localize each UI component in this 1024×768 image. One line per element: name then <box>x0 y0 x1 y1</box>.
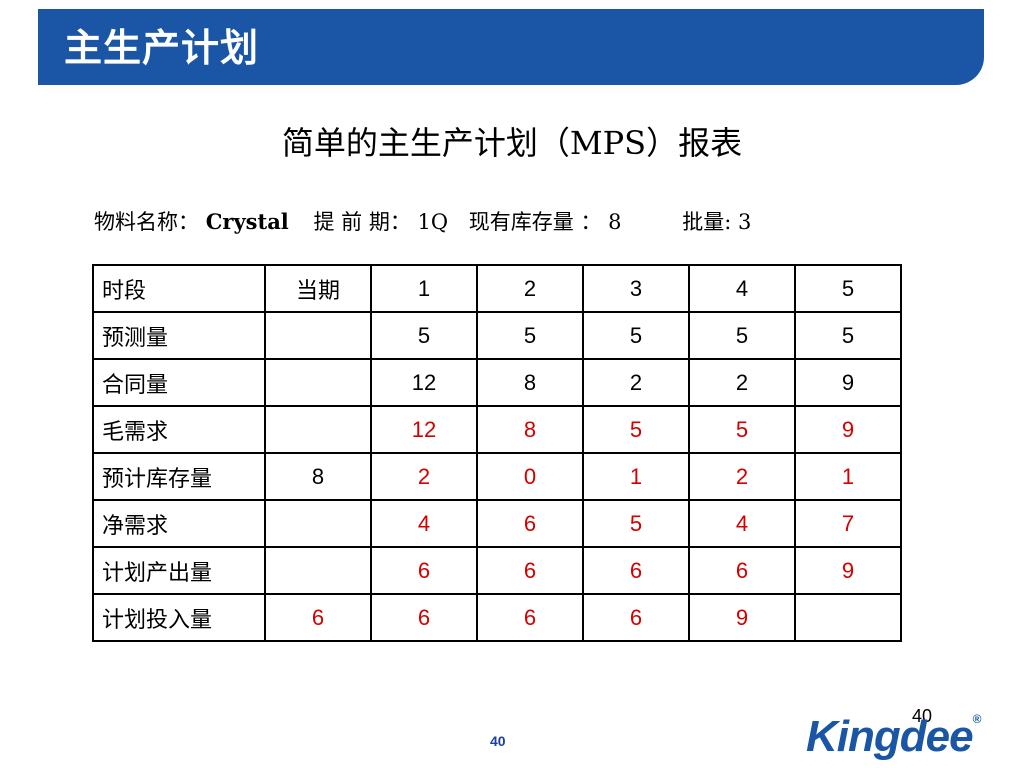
logo-text: Kingdee <box>806 712 974 761</box>
table-cell: 5 <box>582 499 690 548</box>
header-cell: 3 <box>582 264 690 313</box>
table-cell <box>264 499 372 548</box>
table-cell: 6 <box>476 593 584 642</box>
lot-size-value: 3 <box>737 210 752 234</box>
table-cell: 12 <box>370 405 478 454</box>
header-cell: 2 <box>476 264 584 313</box>
header-cell: 当期 <box>264 264 372 313</box>
table-cell: 9 <box>794 358 902 407</box>
table-cell: 9 <box>794 405 902 454</box>
table-cell: 2 <box>582 358 690 407</box>
material-label: 物料名称： <box>94 210 199 234</box>
lead-time-label: 提 前 期： <box>313 210 411 234</box>
table-cell: 8 <box>476 358 584 407</box>
table-cell: 1 <box>582 452 690 501</box>
title-banner: 主生产计划 <box>38 9 984 85</box>
table-cell: 5 <box>688 405 796 454</box>
page-number-bottom: 40 <box>490 733 506 749</box>
row-label: 净需求 <box>92 499 266 548</box>
table-cell: 6 <box>370 546 478 595</box>
material-value: Crystal <box>205 209 289 234</box>
slide-title: 主生产计划 <box>64 26 260 70</box>
table-cell: 6 <box>688 546 796 595</box>
row-label: 毛需求 <box>92 405 266 454</box>
table-cell: 8 <box>264 452 372 501</box>
on-hand-label: 现有库存量 ： <box>468 210 602 234</box>
row-label: 预测量 <box>92 311 266 360</box>
header-cell: 时段 <box>92 264 266 313</box>
table-cell <box>264 311 372 360</box>
table-cell: 8 <box>476 405 584 454</box>
report-heading: 简单的主生产计划（MPS）报表 <box>281 124 743 162</box>
table-row: 毛需求 12 8 5 5 9 <box>92 405 902 454</box>
lot-size-label: 批量: <box>682 210 732 234</box>
table-cell: 5 <box>688 311 796 360</box>
table-row: 净需求 4 6 5 4 7 <box>92 499 902 548</box>
table-cell <box>264 405 372 454</box>
table-cell: 12 <box>370 358 478 407</box>
table-cell: 6 <box>264 593 372 642</box>
kingdee-logo: Kingdee® <box>806 712 982 762</box>
table-cell: 4 <box>688 499 796 548</box>
table-header-row: 时段 当期 1 2 3 4 5 <box>92 264 902 313</box>
row-label: 合同量 <box>92 358 266 407</box>
table-cell: 5 <box>370 311 478 360</box>
header-cell: 4 <box>688 264 796 313</box>
table-cell: 7 <box>794 499 902 548</box>
table-cell: 6 <box>370 593 478 642</box>
table-cell: 6 <box>476 546 584 595</box>
table-cell: 2 <box>688 452 796 501</box>
page-number-top: 40 <box>912 706 933 726</box>
row-label: 计划投入量 <box>92 593 266 642</box>
table-cell: 9 <box>688 593 796 642</box>
table-row: 合同量 12 8 2 2 9 <box>92 358 902 407</box>
table-cell: 5 <box>582 311 690 360</box>
header-cell: 5 <box>794 264 902 313</box>
table-row: 计划产出量 6 6 6 6 9 <box>92 546 902 595</box>
header-cell: 1 <box>370 264 478 313</box>
table-cell: 5 <box>476 311 584 360</box>
table-cell: 2 <box>370 452 478 501</box>
table-cell: 4 <box>370 499 478 548</box>
table-cell: 1 <box>794 452 902 501</box>
registered-mark: ® <box>972 712 982 726</box>
table-cell <box>794 593 902 642</box>
table-cell: 5 <box>794 311 902 360</box>
table-cell: 6 <box>582 593 690 642</box>
row-label: 预计库存量 <box>92 452 266 501</box>
table-row: 预测量 5 5 5 5 5 <box>92 311 902 360</box>
table-cell: 6 <box>476 499 584 548</box>
mps-table: 时段 当期 1 2 3 4 5 预测量 5 5 5 5 5 合同量 12 8 2 2 9 毛需求 12 8 5… <box>92 264 902 642</box>
on-hand-value: 8 <box>608 210 622 234</box>
table-cell: 6 <box>582 546 690 595</box>
table-row: 计划投入量 6 6 6 6 9 <box>92 593 902 642</box>
material-info-line: 物料名称： Crystal 提 前 期： 1Q 现有库存量 ： 8 批量: 3 <box>94 206 751 236</box>
table-cell <box>264 358 372 407</box>
row-label: 计划产出量 <box>92 546 266 595</box>
table-cell: 5 <box>582 405 690 454</box>
table-cell: 9 <box>794 546 902 595</box>
table-cell <box>264 546 372 595</box>
lead-time-value: 1Q <box>417 210 449 234</box>
table-row: 预计库存量 8 2 0 1 2 1 <box>92 452 902 501</box>
table-cell: 2 <box>688 358 796 407</box>
table-cell: 0 <box>476 452 584 501</box>
